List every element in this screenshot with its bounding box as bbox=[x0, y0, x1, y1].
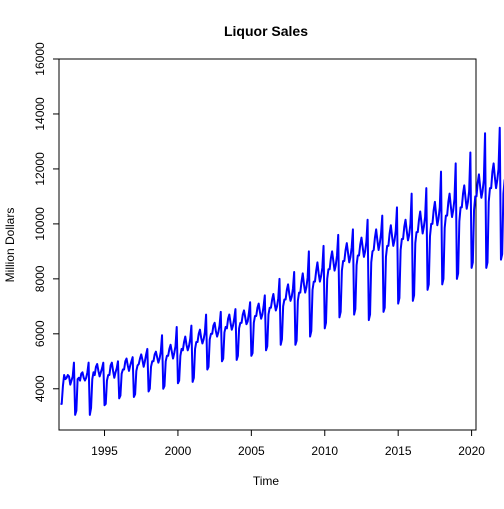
x-tick-label: 2010 bbox=[311, 444, 338, 458]
y-tick-label: 8000 bbox=[33, 265, 47, 292]
x-axis-label: Time bbox=[253, 474, 280, 488]
y-tick-label: 4000 bbox=[33, 375, 47, 402]
x-tick-label: 2005 bbox=[238, 444, 265, 458]
x-tick-label: 2000 bbox=[165, 444, 192, 458]
y-axis-label: Million Dollars bbox=[3, 208, 17, 283]
y-tick-label: 16000 bbox=[33, 42, 47, 76]
series-line-liquor-sales bbox=[60, 126, 504, 416]
x-tick-label: 2020 bbox=[458, 444, 485, 458]
chart-title: Liquor Sales bbox=[224, 23, 308, 39]
y-tick-label: 10000 bbox=[33, 207, 47, 241]
y-axis: 4000 6000 8000 10000 12000 14000 16000 bbox=[33, 42, 59, 402]
x-tick-label: 1995 bbox=[91, 444, 118, 458]
y-tick-label: 6000 bbox=[33, 320, 47, 347]
x-tick-label: 2015 bbox=[385, 444, 412, 458]
plot-frame bbox=[58, 58, 477, 431]
y-tick-label: 12000 bbox=[33, 152, 47, 186]
x-axis: 1995 2000 2005 2010 2015 2020 bbox=[91, 430, 485, 458]
y-tick-label: 14000 bbox=[33, 97, 47, 131]
